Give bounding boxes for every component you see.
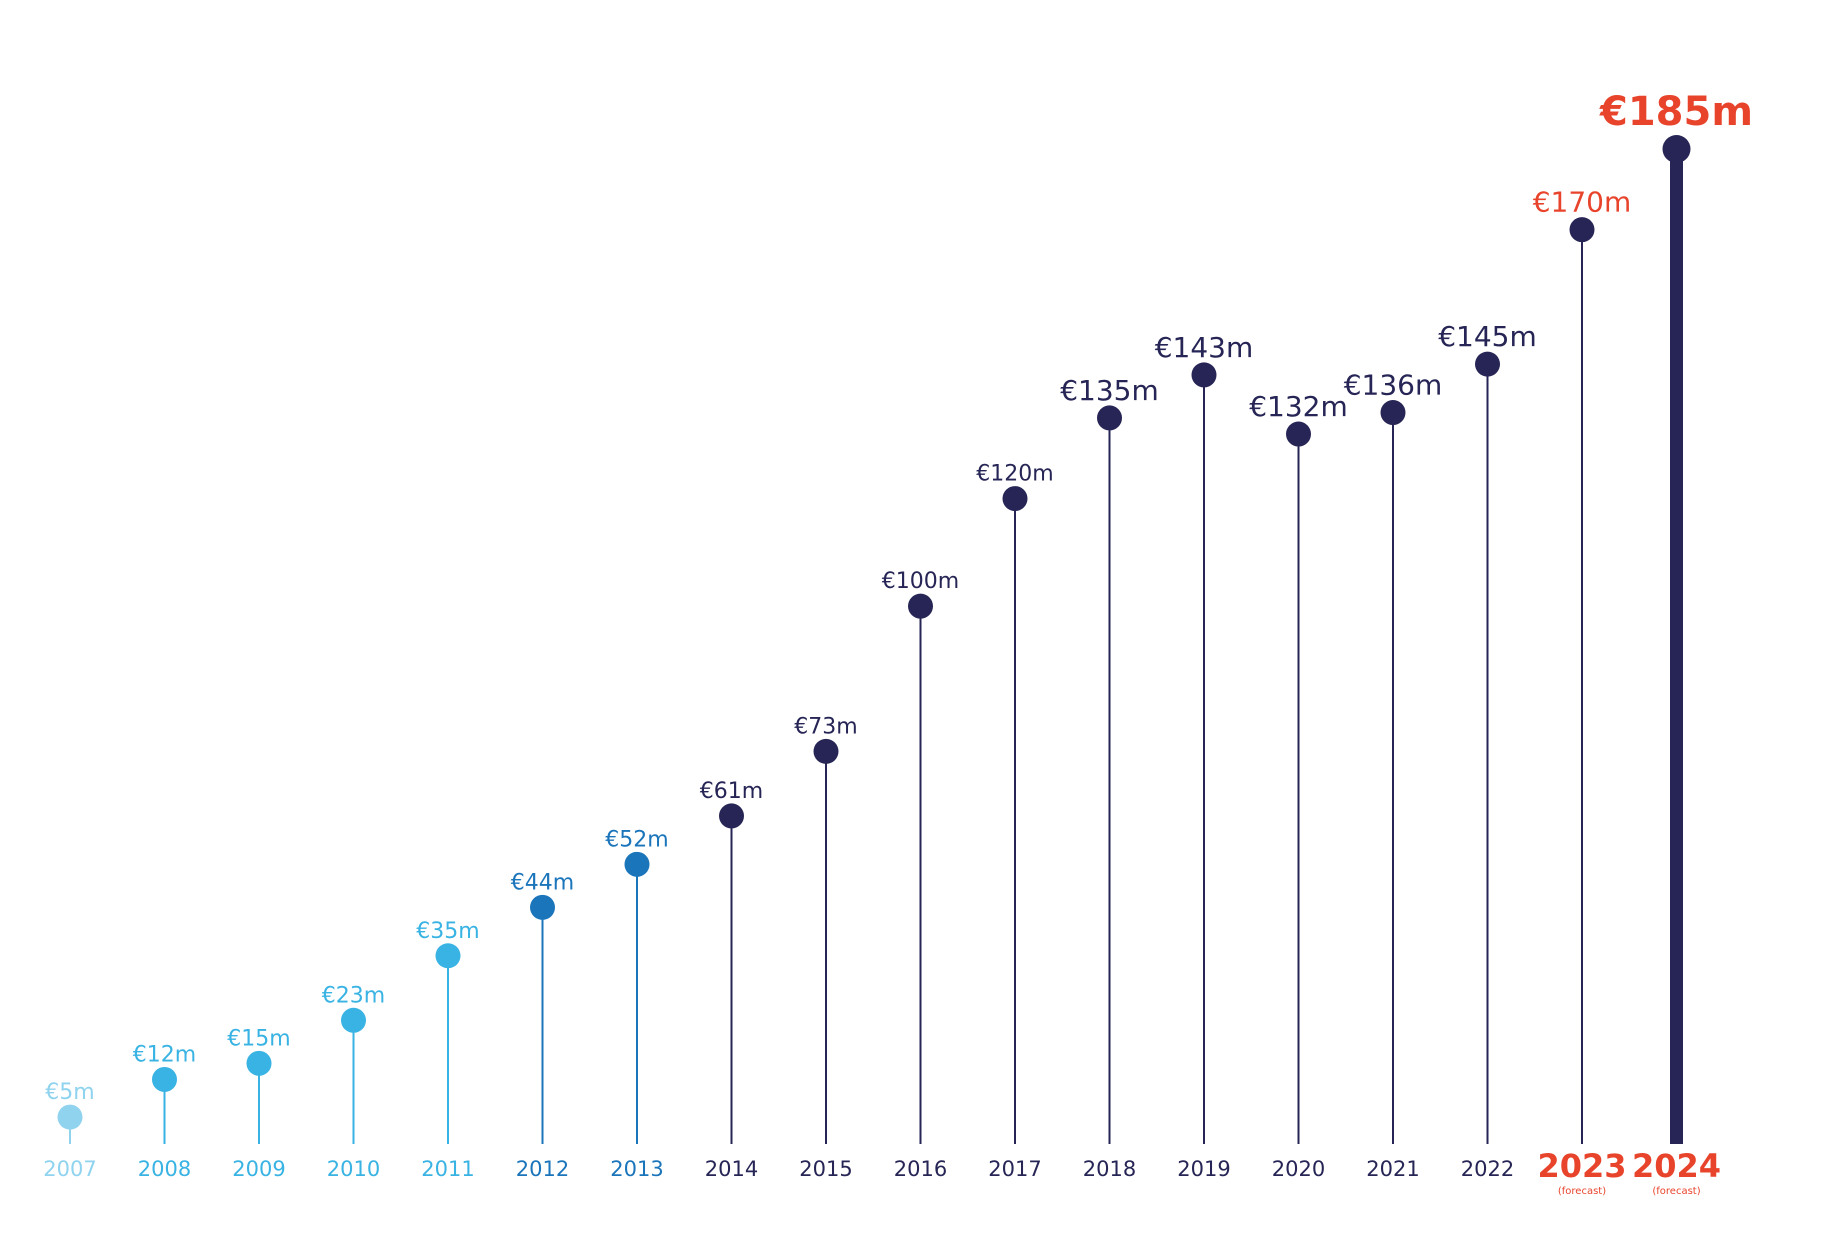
dot-2007 [57, 1104, 83, 1130]
year-label-2016: 2016 [894, 1157, 947, 1181]
value-label-2018: €135m [1060, 374, 1159, 407]
year-label-2021: 2021 [1366, 1157, 1419, 1181]
value-label-2013: €52m [605, 827, 668, 852]
year-label-2020: 2020 [1272, 1157, 1325, 1181]
dot-2014 [719, 803, 744, 829]
dot-2020 [1286, 421, 1311, 447]
year-label-2015: 2015 [799, 1157, 852, 1181]
value-label-2016: €100m [882, 569, 959, 594]
stem-2024 [1670, 149, 1683, 1144]
year-label-2009: 2009 [232, 1157, 285, 1181]
year-label-2011: 2011 [421, 1157, 474, 1181]
dot-2009 [246, 1050, 272, 1076]
value-label-2023: €170m [1533, 186, 1632, 219]
year-label-2012: 2012 [516, 1157, 569, 1181]
year-label-2017: 2017 [988, 1157, 1041, 1181]
dot-2018 [1097, 405, 1122, 431]
dots-layer [57, 135, 1691, 1130]
value-label-2009: €15m [227, 1026, 290, 1051]
year-label-2023: 2023 [1537, 1147, 1626, 1185]
dot-2021 [1380, 400, 1406, 426]
value-label-2014: €61m [700, 779, 763, 804]
value-label-2017: €120m [976, 462, 1053, 487]
value-label-2010: €23m [322, 983, 385, 1008]
value-label-2019: €143m [1155, 331, 1254, 364]
dot-2012 [530, 894, 555, 920]
value-label-2021: €136m [1344, 369, 1443, 402]
value-label-2020: €132m [1249, 390, 1348, 423]
year-label-2008: 2008 [138, 1157, 191, 1181]
dot-2008 [152, 1066, 177, 1092]
year-label-2014: 2014 [705, 1157, 758, 1181]
dot-2011 [435, 943, 461, 969]
year-label-2022: 2022 [1461, 1157, 1514, 1181]
forecast-note-2024: (forecast) [1652, 1186, 1700, 1197]
year-label-2019: 2019 [1177, 1157, 1230, 1181]
value-label-2015: €73m [794, 714, 857, 739]
dot-2023 [1569, 217, 1595, 243]
value-label-2022: €145m [1438, 320, 1537, 353]
forecast-note-2023: (forecast) [1558, 1186, 1606, 1197]
dot-2022 [1475, 351, 1500, 377]
dot-2019 [1191, 362, 1217, 388]
dot-2010 [341, 1007, 366, 1033]
value-labels-layer: €5m €12m €15m €23m €35m €44m €52m €61m €73m €100m… [45, 89, 1753, 1105]
value-label-2024: €185m [1599, 89, 1753, 135]
value-label-2008: €12m [133, 1042, 196, 1067]
dot-2013 [624, 851, 650, 877]
value-label-2012: €44m [511, 870, 574, 895]
year-labels-layer: 2007 2008 2009 2010 2011 2012 2013 2014 2015 2016… [43, 1147, 1721, 1197]
year-label-2018: 2018 [1083, 1157, 1136, 1181]
value-label-2007: €5m [45, 1080, 94, 1105]
year-label-2007: 2007 [43, 1157, 96, 1181]
dot-2017 [1002, 486, 1028, 512]
year-label-2010: 2010 [327, 1157, 380, 1181]
value-label-2011: €35m [416, 919, 479, 944]
year-label-2024: 2024 [1632, 1147, 1721, 1185]
dot-2024 [1662, 135, 1691, 163]
stems-layer [69, 149, 1683, 1144]
dot-2016 [908, 593, 933, 619]
year-label-2013: 2013 [610, 1157, 663, 1181]
dot-2015 [813, 738, 839, 764]
